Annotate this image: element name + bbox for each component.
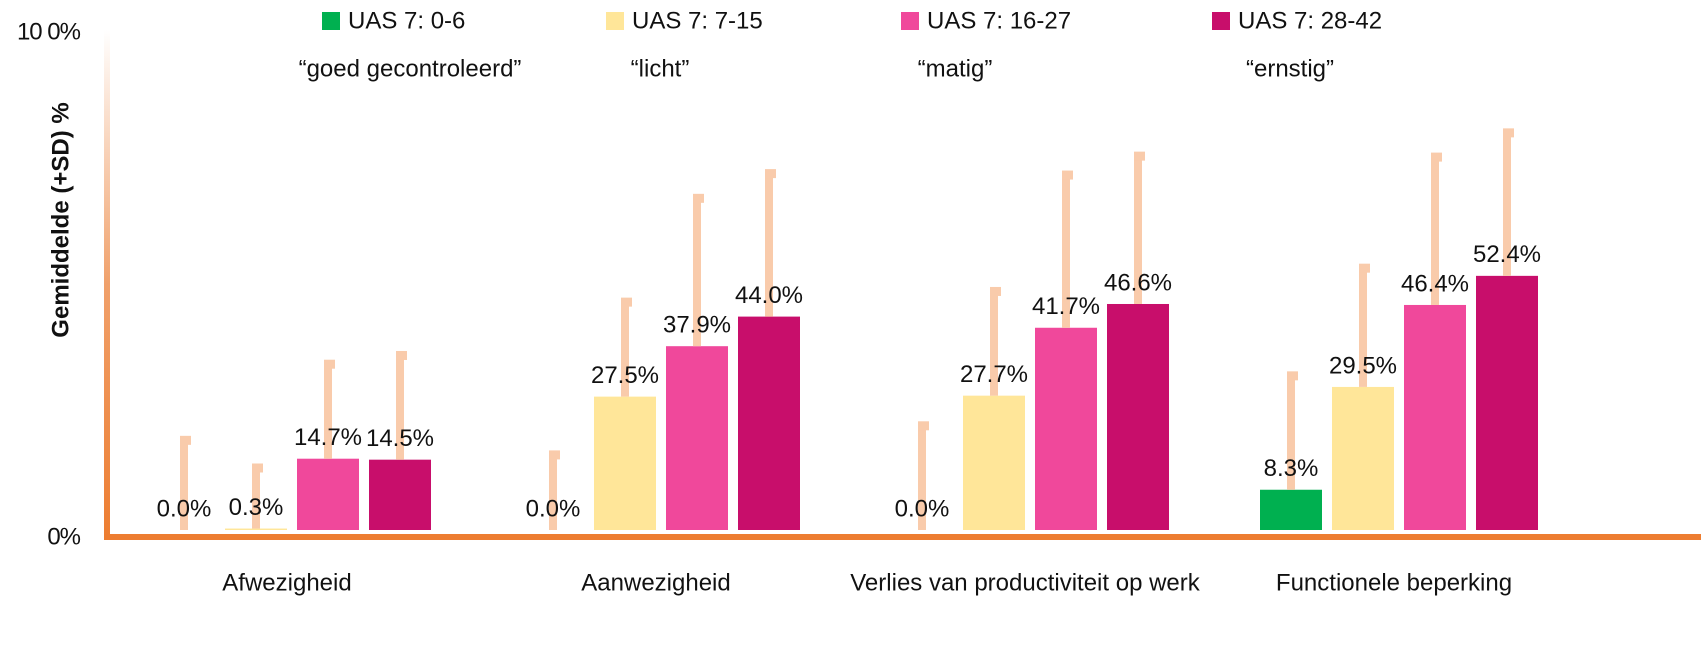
bar [738, 316, 800, 530]
bar [1035, 327, 1097, 530]
error-cap [324, 359, 335, 369]
legend-swatch [606, 12, 624, 30]
error-bar [1062, 172, 1070, 328]
bar [1260, 489, 1322, 530]
legend-label: UAS 7: 0-6 [348, 7, 465, 34]
bar [1476, 275, 1538, 530]
bar [963, 395, 1025, 530]
error-bar [765, 171, 773, 317]
error-bar [1503, 130, 1511, 276]
bar [594, 396, 656, 530]
bar [369, 459, 431, 530]
value-label: 14.7% [294, 424, 362, 451]
error-bar [693, 195, 701, 347]
legend-swatch [322, 12, 340, 30]
value-label: 0.0% [895, 495, 950, 522]
value-label: 0.0% [157, 495, 212, 522]
legend-description: “licht” [631, 55, 690, 82]
value-label: 27.7% [960, 361, 1028, 388]
error-cap [765, 169, 776, 179]
bar [666, 346, 728, 530]
x-tick-label: Verlies van productiviteit op werk [850, 569, 1201, 596]
error-bar [1287, 373, 1295, 490]
error-bar [396, 352, 404, 460]
value-label: 0.3% [229, 494, 284, 521]
legend-description: “goed gecontroleerd” [299, 55, 522, 82]
error-bar [1359, 265, 1367, 387]
x-tick-label: Aanwezigheid [581, 569, 730, 596]
error-cap [252, 463, 263, 473]
error-cap [1287, 371, 1298, 381]
bar [297, 458, 359, 530]
error-bar [621, 299, 629, 397]
value-label: 41.7% [1032, 293, 1100, 320]
error-cap [1134, 151, 1145, 161]
legend-swatch [1212, 12, 1230, 30]
value-label: 0.0% [526, 495, 581, 522]
error-cap [621, 297, 632, 307]
legend-description: “ernstig” [1246, 55, 1334, 82]
error-bar [1134, 153, 1142, 304]
error-bar [918, 423, 926, 530]
error-cap [1359, 263, 1370, 273]
y-tick-label: 0% [47, 523, 80, 550]
value-label: 8.3% [1264, 455, 1319, 482]
x-tick-label: Functionele beperking [1276, 569, 1512, 596]
legend-label: UAS 7: 7-15 [632, 7, 763, 34]
y-axis [104, 30, 110, 540]
value-label: 27.5% [591, 362, 659, 389]
y-tick-label: 10 0% [17, 18, 81, 45]
error-cap [396, 350, 407, 360]
error-bar [1431, 154, 1439, 305]
error-bar [324, 361, 332, 459]
error-cap [549, 450, 560, 460]
error-cap [1431, 152, 1442, 162]
error-bar [990, 288, 998, 396]
error-cap [1503, 128, 1514, 138]
error-cap [1062, 170, 1073, 180]
legend-swatch [901, 12, 919, 30]
error-cap [990, 286, 1001, 296]
legend-label: UAS 7: 28-42 [1238, 7, 1382, 34]
legend-description: “matig” [918, 55, 993, 82]
y-axis-title: Gemiddelde (+SD) % [47, 102, 74, 337]
error-bar [549, 452, 557, 530]
value-label: 29.5% [1329, 352, 1397, 379]
error-cap [180, 435, 191, 445]
error-bar [180, 437, 188, 530]
value-label: 37.9% [663, 312, 731, 339]
x-tick-label: Afwezigheid [222, 569, 351, 596]
x-axis [104, 534, 1701, 540]
error-cap [918, 421, 929, 431]
bar [1404, 304, 1466, 530]
bar [1332, 386, 1394, 530]
value-label: 52.4% [1473, 241, 1541, 268]
legend-label: UAS 7: 16-27 [927, 7, 1071, 34]
error-cap [693, 193, 704, 203]
error-bar [252, 465, 260, 529]
value-label: 46.6% [1104, 269, 1172, 296]
value-label: 46.4% [1401, 270, 1469, 297]
bar [225, 528, 287, 530]
value-label: 14.5% [366, 425, 434, 452]
value-label: 44.0% [735, 282, 803, 309]
bar [1107, 303, 1169, 530]
